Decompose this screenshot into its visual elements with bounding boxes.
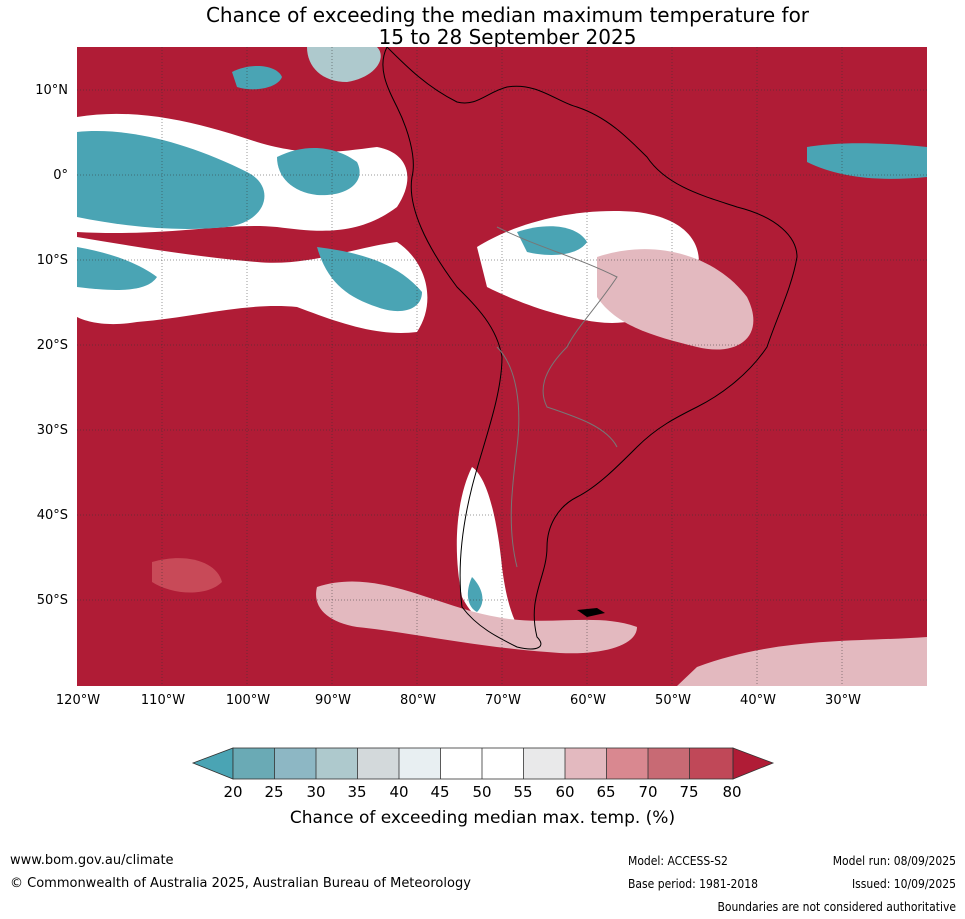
lon-label-120w: 120°W (55, 693, 101, 708)
colorbar-dividers (274, 748, 690, 779)
andes-border (496, 346, 520, 568)
graticule (77, 47, 927, 686)
colorbar-bin-20-25 (233, 748, 275, 779)
colorbar-bin-65-70 (606, 748, 648, 779)
lon-label-110w: 110°W (140, 693, 186, 708)
patagonia-teal (467, 577, 483, 612)
amazon-teal (517, 226, 587, 255)
footer-model-run: Model run: 08/09/2025 (832, 854, 956, 868)
falkland-islands (577, 608, 605, 617)
north-pacific-white (307, 47, 381, 82)
colorbar-bin-70-75 (648, 748, 690, 779)
colorbar-tick-20: 20 (223, 783, 243, 801)
footer-website: www.bom.gov.au/climate (10, 853, 174, 868)
colorbar (190, 745, 775, 785)
south-america-coastline (382, 47, 798, 650)
lon-label-40w: 40°W (740, 693, 776, 708)
probability-map (77, 47, 927, 686)
east-pacific-red-patch (152, 558, 222, 593)
colorbar-tick-25: 25 (264, 783, 284, 801)
colorbar-tick-80: 80 (722, 783, 742, 801)
colorbar-frame (232, 747, 734, 780)
map-svg (77, 47, 927, 686)
footer-base-period: Base period: 1981-2018 (628, 877, 759, 891)
north-pacific-teal (232, 65, 282, 90)
colorbar-bin-60-65 (565, 748, 607, 779)
title-line-2: 15 to 28 September 2025 (378, 25, 637, 49)
colorbar-svg (191, 747, 775, 780)
pacific-teal-south (77, 247, 157, 290)
lat-label-20s: 20°S (36, 338, 68, 353)
southern-ocean-pink (316, 581, 637, 654)
lon-label-70w: 70°W (485, 693, 521, 708)
lat-label-30s: 30°S (36, 423, 68, 438)
colorbar-low-arrow (191, 747, 234, 780)
colorbar-tick-60: 60 (555, 783, 575, 801)
colorbar-tick-35: 35 (347, 783, 367, 801)
colorbar-tick-40: 40 (389, 783, 409, 801)
lon-label-80w: 80°W (400, 693, 436, 708)
footer-model: Model: ACCESS-S2 (628, 854, 728, 868)
colorbar-bin-55-60 (523, 748, 565, 779)
colorbar-bin-40-45 (399, 748, 441, 779)
lon-label-60w: 60°W (570, 693, 606, 708)
lat-label-40s: 40°S (36, 508, 68, 523)
pacific-teal-north (77, 131, 265, 229)
footer-issued: Issued: 10/09/2025 (851, 877, 956, 891)
lon-label-90w: 90°W (315, 693, 351, 708)
colorbar-tick-30: 30 (306, 783, 326, 801)
lat-label-50s: 50°S (36, 593, 68, 608)
colorbar-tick-75: 75 (679, 783, 699, 801)
pacific-teal-south-2 (317, 247, 422, 312)
colorbar-tick-70: 70 (638, 783, 658, 801)
lon-label-100w: 100°W (225, 693, 271, 708)
colorbar-bin-75-80 (689, 748, 733, 779)
chart-title: Chance of exceeding the median maximum t… (0, 4, 965, 48)
southern-ocean-right-pink (677, 637, 927, 686)
east-atlantic-teal (807, 143, 927, 179)
colorbar-bin-50-55 (482, 748, 524, 779)
colorbar-bin-25-30 (274, 748, 316, 779)
colorbar-high-arrow (732, 747, 775, 780)
colorbar-tick-65: 65 (596, 783, 616, 801)
colorbar-bin-35-40 (357, 748, 399, 779)
lat-label-10s: 10°S (36, 253, 68, 268)
brazil-pink (597, 249, 754, 350)
title-line-1: Chance of exceeding the median maximum t… (205, 3, 810, 27)
footer-copyright: © Commonwealth of Australia 2025, Austra… (10, 876, 471, 891)
colorbar-bin-45-50 (440, 748, 482, 779)
lon-label-50w: 50°W (655, 693, 691, 708)
lat-label-0: 0° (53, 168, 68, 183)
footer-disclaimer: Boundaries are not considered authoritat… (717, 900, 956, 914)
colorbar-tick-45: 45 (430, 783, 450, 801)
lat-label-10n: 10°N (35, 83, 68, 98)
lon-label-30w: 30°W (825, 693, 861, 708)
colorbar-tick-50: 50 (472, 783, 492, 801)
brazil-border (496, 226, 618, 448)
pacific-teal-north-2 (277, 147, 360, 196)
colorbar-label: Chance of exceeding median max. temp. (%… (289, 808, 676, 828)
colorbar-bin-30-35 (316, 748, 358, 779)
colorbar-tick-55: 55 (513, 783, 533, 801)
